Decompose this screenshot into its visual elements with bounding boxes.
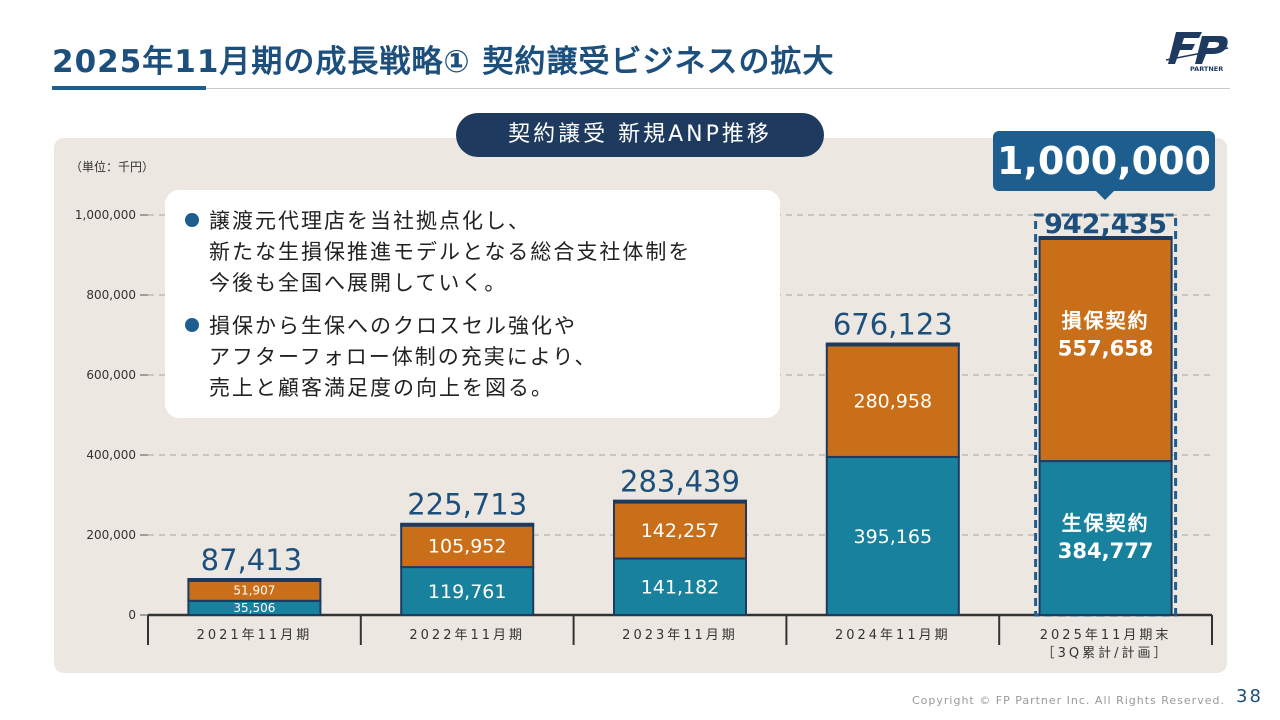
strategy-callout: 譲渡元代理店を当社拠点化し、 新たな生損保推進モデルとなる総合支社体制を 今後も… xyxy=(165,190,780,418)
y-tick-label: 1,000,000 xyxy=(75,208,136,222)
x-tick-label: 2025年11月期末 xyxy=(1040,628,1172,643)
data-label-life: 141,182 xyxy=(641,577,720,599)
x-tick-label: ［3Q累計/計画］ xyxy=(1042,645,1170,661)
chart-title: 契約譲受 新規ANP推移 xyxy=(456,113,824,157)
data-label-life: 384,777 xyxy=(1058,539,1154,563)
plan-target-frame xyxy=(1034,213,1178,617)
x-tick-label: 2021年11月期 xyxy=(197,628,313,643)
data-label-nonlife: 280,958 xyxy=(854,391,933,413)
y-tick-label: 0 xyxy=(128,608,136,622)
total-label: 676,123 xyxy=(833,308,953,342)
copyright: Copyright © FP Partner Inc. All Rights R… xyxy=(912,694,1225,707)
unit-label: （単位：千円） xyxy=(70,160,155,174)
x-tick-label: 2022年11月期 xyxy=(409,628,525,643)
bar-segment-nonlife xyxy=(825,343,960,458)
bar-segment-nonlife xyxy=(1038,237,1173,463)
fp-partner-logo: PARTNER xyxy=(1162,26,1232,74)
y-tick-label: 200,000 xyxy=(86,528,136,542)
y-tick-label: 600,000 xyxy=(86,368,136,382)
y-tick-label: 400,000 xyxy=(86,448,136,462)
bar-segment-life xyxy=(1038,460,1173,616)
data-label-nonlife: 142,257 xyxy=(641,520,720,542)
series-name-label: 生保契約 xyxy=(1062,511,1150,535)
callout-item: 譲渡元代理店を当社拠点化し、 新たな生損保推進モデルとなる総合支社体制を 今後も… xyxy=(185,206,760,299)
x-tick-label: 2023年11月期 xyxy=(622,628,738,643)
target-pointer-icon xyxy=(1095,190,1115,200)
callout-item: 損保から生保へのクロスセル強化や アフターフォロー体制の充実により、 売上と顧客… xyxy=(185,311,760,404)
title-divider xyxy=(52,88,1230,89)
bullet-dot-icon xyxy=(185,318,199,332)
bar-segment-life xyxy=(613,557,747,617)
svg-text:PARTNER: PARTNER xyxy=(1190,65,1223,73)
series-name-label: 損保契約 xyxy=(1062,309,1150,333)
data-label-nonlife: 557,658 xyxy=(1058,337,1154,361)
total-label: 942,435 xyxy=(1044,209,1167,240)
callout-text: 譲渡元代理店を当社拠点化し、 新たな生損保推進モデルとなる総合支社体制を 今後も… xyxy=(209,209,692,295)
x-tick-label: 2024年11月期 xyxy=(835,628,951,643)
data-label-life: 395,165 xyxy=(854,526,933,548)
data-label-life: 35,506 xyxy=(233,601,275,615)
data-label-nonlife: 51,907 xyxy=(233,584,275,598)
data-label-life: 119,761 xyxy=(428,581,507,603)
bar-segment-nonlife xyxy=(400,523,535,569)
bar-segment-life xyxy=(400,566,535,616)
data-label-nonlife: 105,952 xyxy=(428,536,507,558)
target-value-badge: 1,000,000 xyxy=(993,131,1215,191)
total-label: 283,439 xyxy=(620,465,740,499)
page-number: 38 xyxy=(1236,686,1263,707)
y-tick-label: 800,000 xyxy=(86,288,136,302)
callout-text: 損保から生保へのクロスセル強化や アフターフォロー体制の充実により、 売上と顧客… xyxy=(209,314,598,400)
total-label: 225,713 xyxy=(407,488,527,522)
bar-segment-nonlife xyxy=(613,500,747,560)
title-accent-bar xyxy=(52,86,206,90)
total-label: 87,413 xyxy=(201,543,302,577)
bullet-dot-icon xyxy=(185,213,199,227)
page-title: 2025年11月期の成長戦略① 契約譲受ビジネスの拡大 xyxy=(52,44,835,80)
